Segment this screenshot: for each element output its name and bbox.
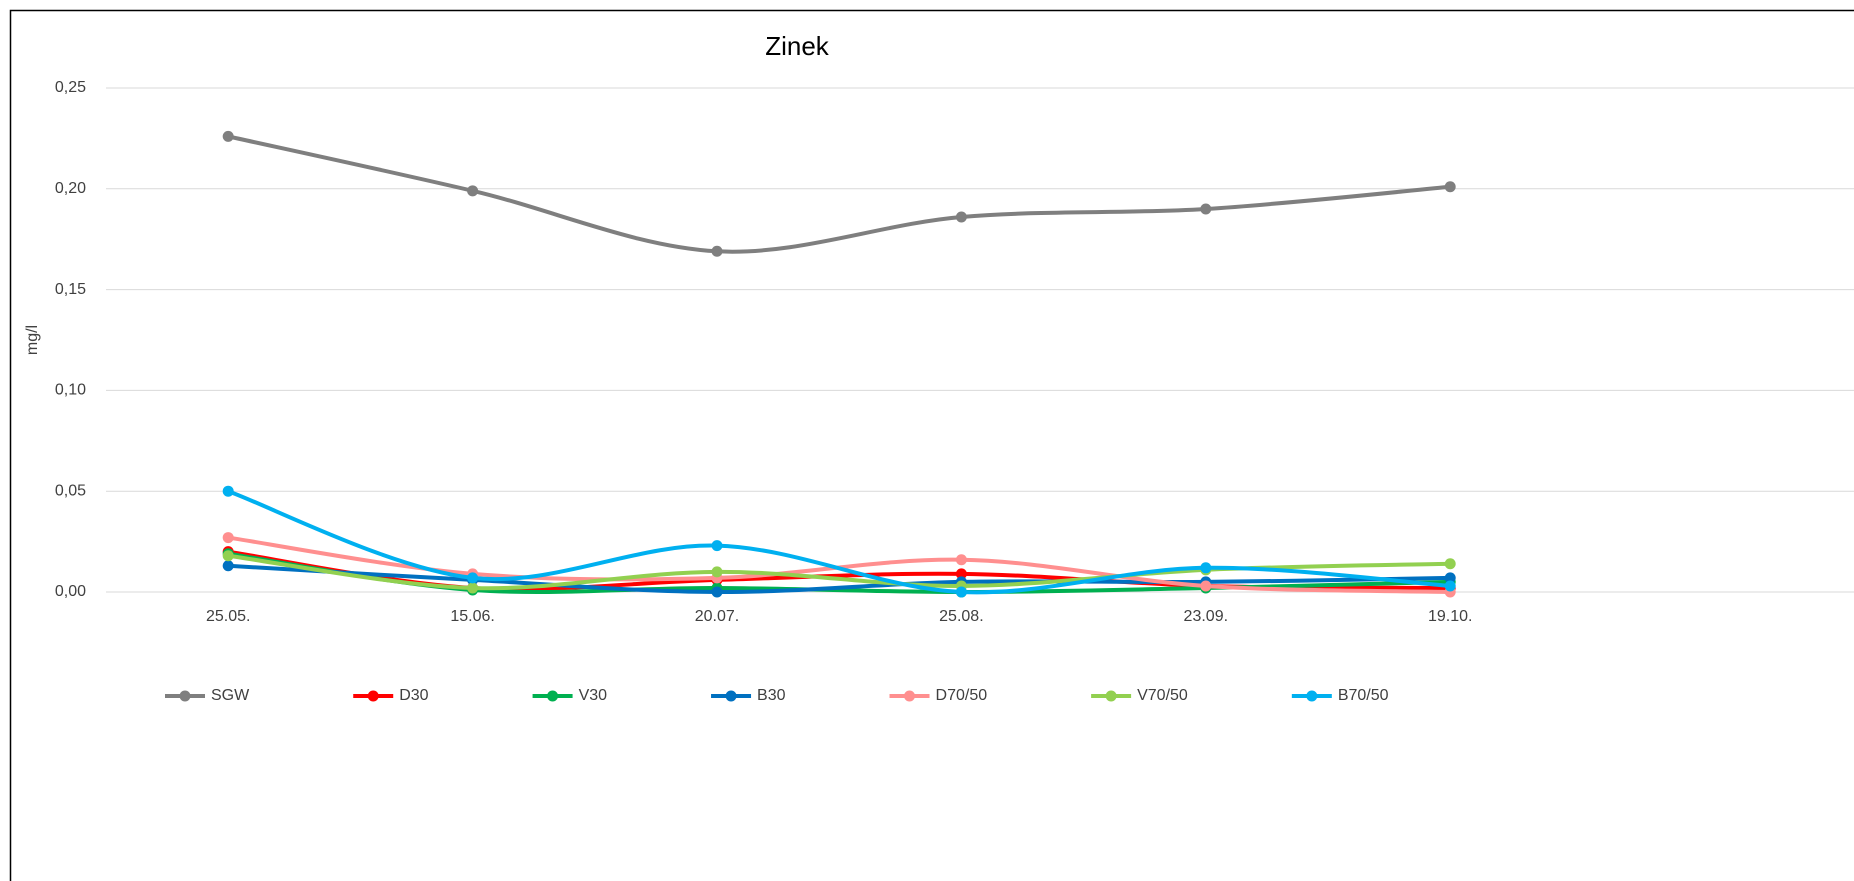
y-tick-label: 0,20 [55, 180, 86, 197]
data-point [467, 572, 479, 584]
legend-marker [725, 690, 737, 702]
legend-label: D30 [399, 687, 428, 704]
x-tick-label: 20.07. [695, 608, 739, 625]
data-point [955, 586, 967, 598]
data-point [1200, 203, 1212, 215]
data-point [955, 554, 967, 566]
legend-label: SGW [211, 687, 250, 704]
x-tick-label: 15.06. [450, 608, 494, 625]
legend-marker [367, 690, 379, 702]
legend-marker [1306, 690, 1318, 702]
y-axis-title: mg/l [24, 325, 41, 355]
series-line [228, 563, 1451, 595]
y-tick-label: 0,10 [55, 382, 86, 399]
data-point [1444, 181, 1456, 193]
legend-marker [904, 690, 916, 702]
y-tick-label: 0,25 [55, 79, 86, 96]
x-tick-label: 19.10. [1428, 608, 1472, 625]
data-point [711, 245, 723, 257]
series-line [227, 134, 1451, 254]
data-point [222, 560, 234, 572]
data-point [1444, 558, 1456, 570]
x-tick-label: 25.08. [939, 608, 983, 625]
series-line [227, 489, 1451, 595]
data-point [222, 485, 234, 497]
data-point [1200, 562, 1212, 574]
data-point [222, 130, 234, 142]
data-point [1200, 580, 1212, 592]
legend-marker [1105, 690, 1117, 702]
y-tick-label: 0,15 [55, 281, 86, 298]
data-point [1444, 580, 1456, 592]
data-point [222, 532, 234, 544]
data-point [711, 566, 723, 578]
data-point [955, 568, 967, 580]
legend-label: B70/50 [1338, 687, 1389, 704]
x-tick-label: 25.05. [206, 608, 250, 625]
data-point [711, 586, 723, 598]
data-point [1444, 572, 1456, 584]
legend-label: V30 [579, 687, 608, 704]
data-point [955, 211, 967, 223]
legend-marker [547, 690, 559, 702]
y-tick-label: 0,00 [55, 583, 86, 600]
chart-title: Zinek [765, 31, 830, 61]
legend-label: D70/50 [936, 687, 988, 704]
chart-border [9, 9, 1854, 881]
legend-marker [179, 690, 191, 702]
data-point [467, 582, 479, 594]
y-tick-label: 0,05 [55, 482, 86, 499]
data-point [467, 185, 479, 197]
data-point [222, 550, 234, 562]
legend-label: B30 [757, 687, 786, 704]
x-tick-label: 23.09. [1184, 608, 1228, 625]
data-point [711, 540, 723, 552]
legend-label: V70/50 [1137, 687, 1188, 704]
